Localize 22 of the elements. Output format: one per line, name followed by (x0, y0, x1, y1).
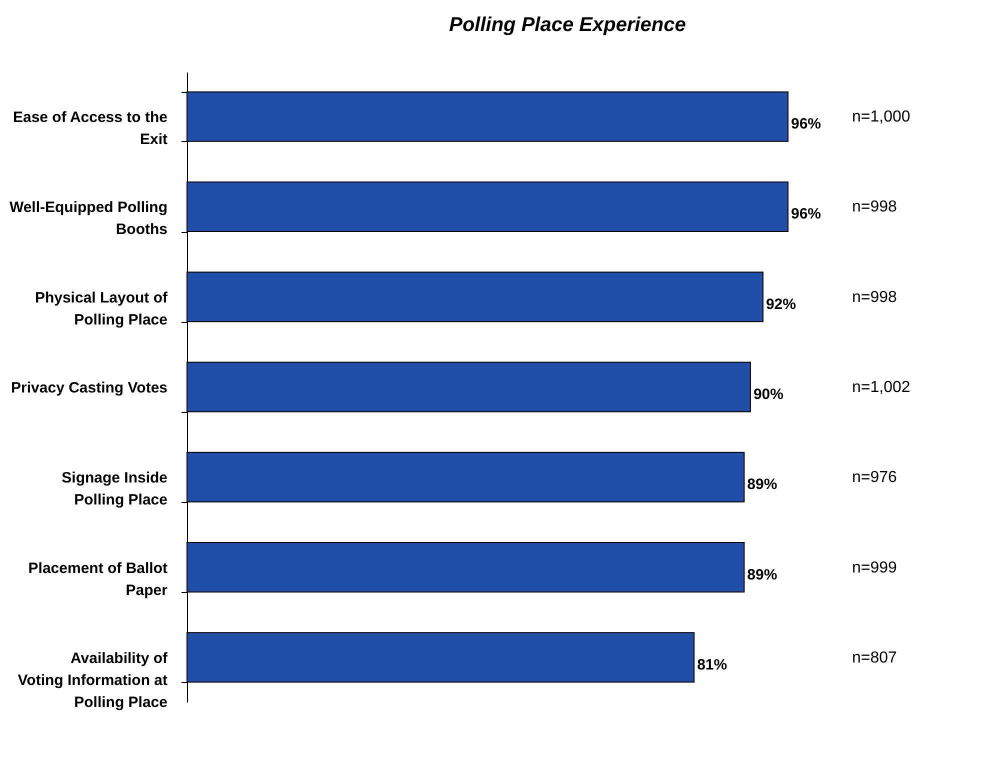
data-label: 92% (766, 296, 796, 313)
data-label: 90% (753, 386, 784, 403)
data-label: 96% (791, 206, 822, 223)
text: n=807 (852, 649, 898, 666)
y-tick-label: Placement of Ballot Paper (28, 560, 168, 599)
data-label: 89% (747, 476, 778, 494)
chart-title: Polling Place Experience (449, 14, 686, 36)
text: n=999 (852, 559, 898, 576)
y-tick-label: Physical Layout of Polling Place (34, 289, 168, 328)
y-tick-label: Privacy Casting Votes (11, 380, 168, 396)
y-tick-label: Ease of Access to the Exit (12, 109, 168, 148)
y-tick-label: Well-Equipped Polling Booths (9, 199, 168, 238)
y-tick-label: Signage Inside Polling Place (62, 470, 168, 509)
text: n=976 (852, 469, 898, 486)
data-label: 89% (747, 566, 778, 584)
text: n=1,002 (852, 379, 910, 396)
data-label: 96% (791, 116, 822, 133)
text: n=998 (852, 288, 898, 306)
text: n=1,000 (852, 108, 910, 126)
y-tick-label: Availability of Voting Information at Polling Place (18, 650, 168, 711)
text: n=998 (852, 198, 898, 216)
data-label: 81% (697, 656, 728, 674)
